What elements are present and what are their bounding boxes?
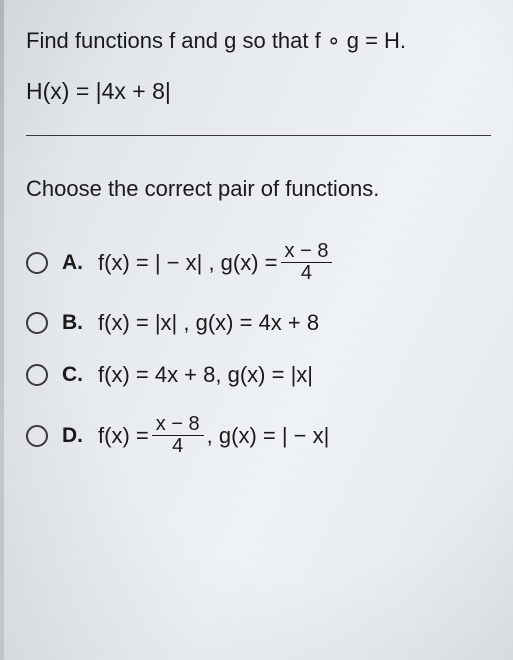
option-a[interactable]: A. f(x) = | − x| , g(x) = x − 8 4	[26, 241, 491, 284]
given-function: H(x) = |4x + 8|	[26, 78, 491, 105]
radio-icon[interactable]	[26, 252, 48, 274]
section-divider	[26, 135, 491, 136]
option-math: f(x) = |x| , g(x) = 4x + 8	[98, 310, 319, 336]
option-b[interactable]: B. f(x) = |x| , g(x) = 4x + 8	[26, 310, 491, 336]
option-math: f(x) = x − 8 4 , g(x) = | − x|	[98, 414, 329, 457]
option-letter: A.	[62, 251, 88, 275]
option-letter: B.	[62, 311, 88, 335]
radio-icon[interactable]	[26, 364, 48, 386]
option-letter: D.	[62, 424, 88, 448]
radio-icon[interactable]	[26, 312, 48, 334]
radio-icon[interactable]	[26, 425, 48, 447]
question-text: Find functions f and g so that f ∘ g = H…	[26, 26, 491, 56]
fraction: x − 8 4	[152, 414, 204, 457]
fraction: x − 8 4	[281, 241, 333, 284]
option-c[interactable]: C. f(x) = 4x + 8, g(x) = |x|	[26, 362, 491, 388]
option-math: f(x) = | − x| , g(x) = x − 8 4	[98, 241, 335, 284]
option-letter: C.	[62, 363, 88, 387]
option-math: f(x) = 4x + 8, g(x) = |x|	[98, 362, 313, 388]
options-group: A. f(x) = | − x| , g(x) = x − 8 4 B. f(x…	[26, 241, 491, 457]
option-d[interactable]: D. f(x) = x − 8 4 , g(x) = | − x|	[26, 414, 491, 457]
answer-prompt: Choose the correct pair of functions.	[26, 174, 491, 204]
